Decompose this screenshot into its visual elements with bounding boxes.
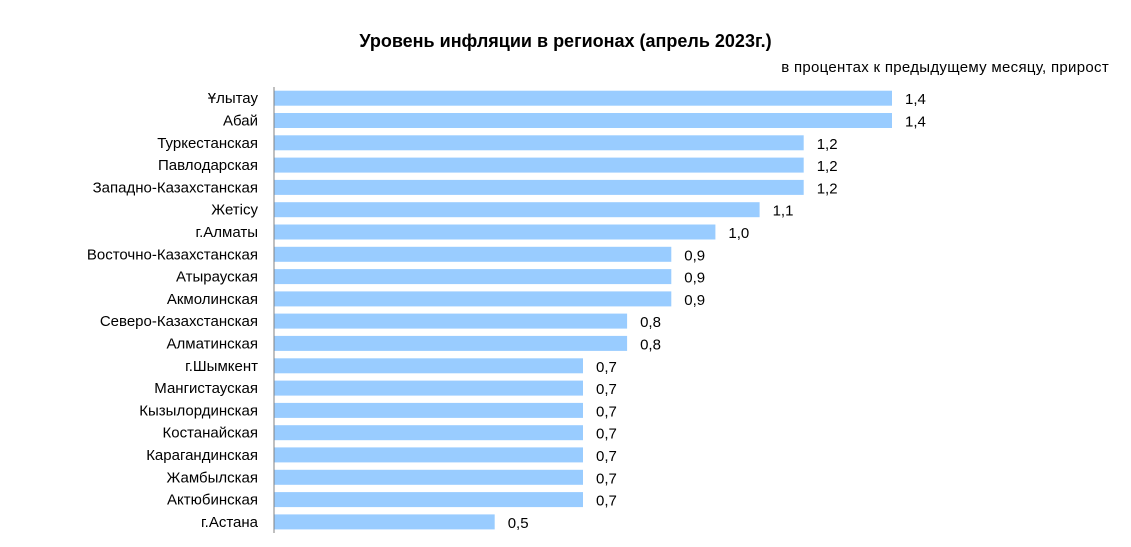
value-label: 0,9 <box>684 270 705 287</box>
value-label: 0,5 <box>508 515 529 532</box>
bar <box>274 425 583 441</box>
category-label: Карагандинская <box>146 447 258 464</box>
value-label: 1,4 <box>905 114 926 131</box>
category-label: г.Астана <box>201 514 259 531</box>
category-label: Акмолинская <box>167 291 258 308</box>
bar <box>274 358 583 374</box>
chart-subtitle: в процентах к предыдущему месяцу, прирос… <box>781 59 1109 76</box>
value-label: 0,7 <box>596 381 617 398</box>
value-label: 0,7 <box>596 493 617 510</box>
bar <box>274 224 716 240</box>
category-label: г.Шымкент <box>185 358 258 375</box>
bar <box>274 135 804 151</box>
category-label: Жетісу <box>211 202 258 219</box>
value-label: 0,7 <box>596 359 617 376</box>
category-label: Западно-Казахстанская <box>93 179 258 196</box>
category-label: Ұлытау <box>208 90 259 107</box>
bar <box>274 179 804 195</box>
category-label: г.Алматы <box>195 224 258 241</box>
category-label: Северо-Казахстанская <box>100 313 258 330</box>
value-labels-group: 1,4 1,4 1,2 1,2 1,2 1,1 1,0 0,9 0,9 0,9 0,8 0,8 0,7 0… <box>508 91 926 532</box>
bars-group <box>274 90 892 530</box>
bar <box>274 90 892 106</box>
bar <box>274 335 628 351</box>
bar <box>274 113 892 128</box>
category-label: Костанайская <box>163 425 259 442</box>
value-label: 1,2 <box>817 180 838 197</box>
value-label: 0,7 <box>596 470 617 487</box>
bar <box>274 269 672 285</box>
bar <box>274 291 672 307</box>
value-label: 1,4 <box>905 91 926 108</box>
chart-title: Уровень инфляции в регионах (апрель 2023… <box>359 31 772 51</box>
bar <box>274 469 583 485</box>
category-label: Атырауская <box>176 269 258 286</box>
bar <box>274 402 583 418</box>
bar <box>274 380 583 396</box>
category-label: Павлодарская <box>158 157 258 174</box>
value-label: 0,7 <box>596 448 617 465</box>
value-label: 1,2 <box>817 136 838 153</box>
value-label: 0,7 <box>596 426 617 443</box>
value-label: 0,8 <box>640 336 661 353</box>
category-label: Туркестанская <box>157 135 258 152</box>
bar <box>274 492 583 508</box>
bar <box>274 313 628 329</box>
value-label: 0,9 <box>684 247 705 264</box>
category-label: Восточно-Казахстанская <box>87 246 258 263</box>
category-label: Актюбинская <box>167 492 258 509</box>
value-label: 0,8 <box>640 314 661 331</box>
value-label: 0,9 <box>684 292 705 309</box>
category-labels-group: Ұлытау Абай Туркестанская Павлодарская Запад… <box>87 90 259 531</box>
value-label: 1,0 <box>728 225 749 242</box>
category-label: Жамбылская <box>167 469 259 486</box>
category-label: Алматинская <box>167 335 258 352</box>
bar <box>274 157 804 173</box>
bar <box>274 246 672 262</box>
value-label: 0,7 <box>596 403 617 420</box>
value-label: 1,2 <box>817 158 838 175</box>
category-label: Абай <box>223 113 258 130</box>
category-label: Кызылординская <box>139 402 258 419</box>
bar <box>274 514 495 530</box>
bar <box>274 447 583 463</box>
bar <box>274 202 760 218</box>
value-label: 1,1 <box>773 203 794 220</box>
category-label: Мангистауская <box>154 380 258 397</box>
